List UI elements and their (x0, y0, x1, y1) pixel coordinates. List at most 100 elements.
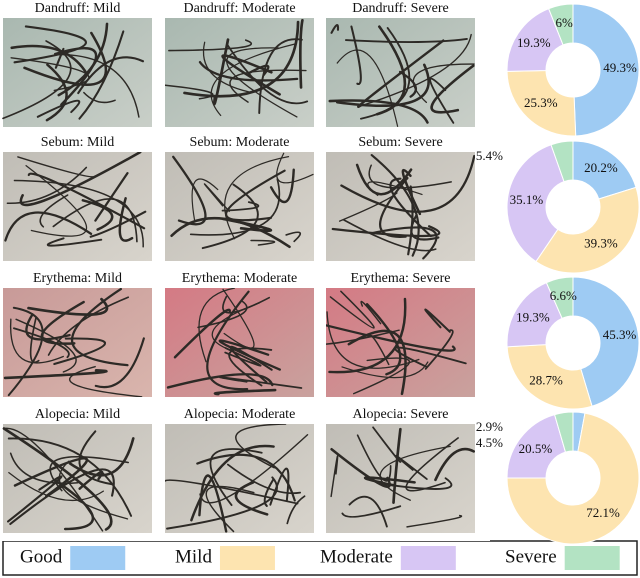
donut-slice (545, 276, 574, 319)
panel-title: Erythema: Severe (351, 271, 451, 286)
donut-slice (572, 140, 637, 200)
legend-swatch (400, 546, 456, 570)
hair (25, 313, 71, 341)
legend-label: Severe (505, 546, 557, 567)
hair (430, 64, 475, 114)
value-label: 4.5% (476, 435, 503, 450)
hair (166, 476, 278, 530)
value-label: 5.4% (476, 148, 503, 163)
hair (341, 505, 402, 518)
hair (201, 183, 259, 250)
donut-slice (553, 411, 574, 453)
hair (406, 514, 463, 528)
hair (405, 437, 459, 492)
panel-title: Sebum: Severe (358, 135, 442, 150)
donut-slice (506, 70, 577, 137)
donut-slice (572, 3, 640, 137)
hair (19, 150, 142, 207)
hair (276, 152, 314, 184)
hair (196, 453, 296, 502)
value-label: 6% (556, 15, 574, 30)
scalp-image (165, 424, 314, 533)
panel-title: Dandruff: Mild (35, 1, 121, 16)
hair (83, 91, 116, 104)
hair (370, 226, 438, 260)
hair (221, 201, 260, 212)
hair (235, 423, 287, 469)
hair (375, 25, 407, 116)
hair (9, 318, 64, 364)
gutter (0, 397, 490, 424)
hair (357, 39, 445, 108)
hair (224, 156, 290, 240)
hair (27, 297, 109, 316)
hair (269, 467, 290, 506)
hair (222, 288, 255, 349)
value-label: 72.1% (586, 505, 620, 520)
hair (228, 347, 273, 387)
hair (40, 300, 85, 345)
hair (58, 460, 129, 520)
hair (359, 33, 472, 107)
hair (57, 53, 140, 118)
hair (258, 38, 303, 115)
value-label: 20.5% (519, 441, 553, 456)
hair (356, 434, 392, 482)
hair (183, 20, 300, 98)
hair (407, 185, 414, 256)
hair (213, 388, 277, 396)
hair (189, 178, 281, 236)
hair (198, 474, 228, 533)
hair (336, 49, 399, 127)
hair (330, 447, 391, 488)
hair (199, 434, 309, 504)
value-label: 6.6% (550, 288, 577, 303)
hair (401, 169, 422, 216)
value-label: 19.3% (516, 309, 550, 324)
hair (36, 99, 81, 118)
hair (330, 24, 340, 34)
hair (78, 430, 114, 486)
hair (164, 84, 214, 100)
hair (269, 168, 295, 204)
hair (424, 308, 451, 333)
gutter (0, 127, 490, 152)
hair (250, 239, 276, 246)
hair (328, 297, 407, 374)
donut-slice (506, 412, 640, 545)
value-label: 35.1% (510, 192, 544, 207)
hair (47, 237, 103, 247)
panel-title: Dandruff: Severe (352, 1, 449, 16)
scalp-image (326, 152, 475, 261)
donut-slice (548, 3, 574, 46)
panel-title: Alopecia: Mild (35, 407, 120, 422)
hair (363, 476, 416, 487)
donut-slice (572, 276, 640, 407)
hair (13, 25, 87, 64)
hair (53, 479, 95, 531)
hair (191, 178, 219, 223)
panel-title: Erythema: Moderate (182, 271, 297, 286)
hair (45, 63, 68, 122)
legend-swatch (564, 546, 620, 570)
legend-label: Good (20, 546, 63, 567)
scalp-image (326, 424, 475, 533)
hair (434, 447, 476, 482)
hair (227, 463, 302, 495)
gutter (0, 533, 490, 541)
hair (329, 290, 375, 329)
value-label: 45.3% (603, 327, 637, 342)
hair (380, 477, 453, 490)
hair (392, 427, 402, 504)
hair (7, 437, 133, 517)
hair (4, 211, 93, 242)
hair (53, 337, 106, 365)
hair (229, 69, 307, 103)
scalp-image (165, 18, 314, 127)
value-label: 39.3% (584, 236, 618, 251)
hair (370, 154, 420, 257)
donut-slice (550, 140, 574, 183)
panel-title: Dandruff: Moderate (183, 1, 295, 16)
scalp-image (3, 18, 152, 127)
